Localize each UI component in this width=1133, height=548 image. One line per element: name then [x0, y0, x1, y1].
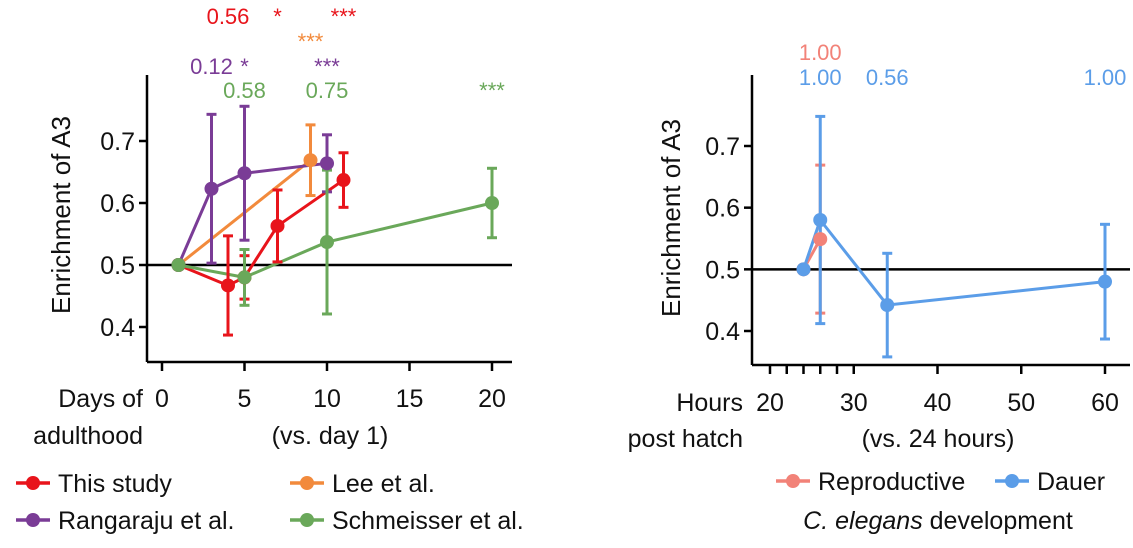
- significance-label: 0.12: [190, 54, 233, 79]
- significance-label: ***: [331, 4, 357, 29]
- y-tick-label: 0.4: [100, 314, 135, 342]
- significance-label: 0.58: [223, 78, 266, 103]
- significance-label: 0.56: [207, 4, 250, 29]
- legend-label: Lee et al.: [332, 470, 435, 498]
- x-tick-label: 40: [924, 389, 952, 417]
- y-tick-label: 0.4: [705, 318, 740, 346]
- legend-marker: [26, 513, 40, 527]
- data-point: [813, 213, 828, 227]
- y-tick-label: 0.5: [100, 252, 135, 280]
- x-axis-label-center: (vs. 24 hours): [862, 425, 1015, 453]
- x-tick-label: 20: [478, 385, 506, 413]
- significance-label: 1.00: [1084, 65, 1127, 90]
- x-tick-label: 15: [396, 385, 424, 413]
- x-tick-label: 0: [155, 385, 169, 413]
- x-axis-label-left: post hatch: [628, 425, 743, 453]
- development-chart: 0.4 0.5 0.6 0.7 20 30 40 50 60 Enrichment of A3 Ho…: [628, 40, 1130, 535]
- data-point: [1098, 274, 1112, 289]
- legend-label: This study: [58, 470, 172, 498]
- data-point: [303, 153, 318, 168]
- data-point: [237, 270, 252, 285]
- x-axis-label-left: Hours: [676, 389, 743, 417]
- legend-label: Schmeisser et al.: [332, 507, 524, 535]
- legend-marker: [26, 476, 40, 490]
- significance-label: ***: [314, 54, 340, 79]
- x-tick-label: 30: [840, 389, 868, 417]
- data-point: [796, 262, 811, 277]
- data-point: [320, 156, 334, 171]
- x-axis-label-center: (vs. day 1): [272, 422, 389, 450]
- y-tick-label: 0.6: [100, 190, 135, 218]
- x-tick-label: 60: [1091, 389, 1119, 417]
- x-tick-label: 50: [1007, 389, 1035, 417]
- adulthood-chart: 0.4 0.5 0.6 0.7 0 5 10 15 20 Enrichment of A3 Days…: [16, 4, 524, 535]
- legend-label: Reproductive: [818, 468, 965, 496]
- y-tick-label: 0.7: [705, 133, 740, 161]
- y-tick-label: 0.7: [100, 128, 135, 156]
- legend-marker: [300, 513, 314, 527]
- caption-text: development: [923, 507, 1073, 535]
- x-tick-label: 10: [313, 385, 341, 413]
- data-point: [237, 166, 252, 181]
- y-axis-label: Enrichment of A3: [656, 119, 686, 317]
- y-axis-label: Enrichment of A3: [46, 116, 76, 314]
- legend-marker: [1005, 474, 1019, 488]
- legend-marker: [786, 474, 800, 488]
- x-tick-label: 5: [238, 385, 252, 413]
- caption: C. elegans development: [803, 507, 1073, 535]
- legend-label: Rangaraju et al.: [58, 507, 235, 535]
- data-point: [221, 278, 235, 293]
- y-tick-label: 0.5: [705, 256, 740, 284]
- data-point: [204, 181, 219, 196]
- data-point: [880, 298, 895, 313]
- significance-label: *: [240, 54, 249, 79]
- data-point: [813, 232, 828, 247]
- caption-species: C. elegans: [803, 507, 923, 535]
- data-point: [270, 218, 285, 233]
- significance-label: 1.00: [799, 65, 842, 90]
- significance-label: ***: [298, 29, 324, 54]
- data-point: [336, 173, 351, 188]
- legend-marker: [300, 476, 314, 490]
- significance-label: 1.00: [799, 40, 842, 65]
- significance-label: 0.56: [866, 65, 909, 90]
- series-line-2: [177, 161, 328, 266]
- series-line-3: [178, 201, 493, 279]
- series-line-1: [802, 218, 1106, 307]
- data-point: [171, 258, 186, 272]
- x-axis-label-left: adulthood: [33, 422, 143, 450]
- significance-label: 0.75: [306, 78, 349, 103]
- x-tick-label: 20: [756, 389, 784, 417]
- data-point: [485, 196, 499, 210]
- data-point: [320, 235, 334, 250]
- legend-label: Dauer: [1037, 468, 1105, 496]
- significance-label: *: [273, 4, 282, 29]
- significance-label: ***: [479, 78, 505, 103]
- y-tick-label: 0.6: [705, 195, 740, 223]
- x-axis-label-left: Days of: [58, 385, 143, 413]
